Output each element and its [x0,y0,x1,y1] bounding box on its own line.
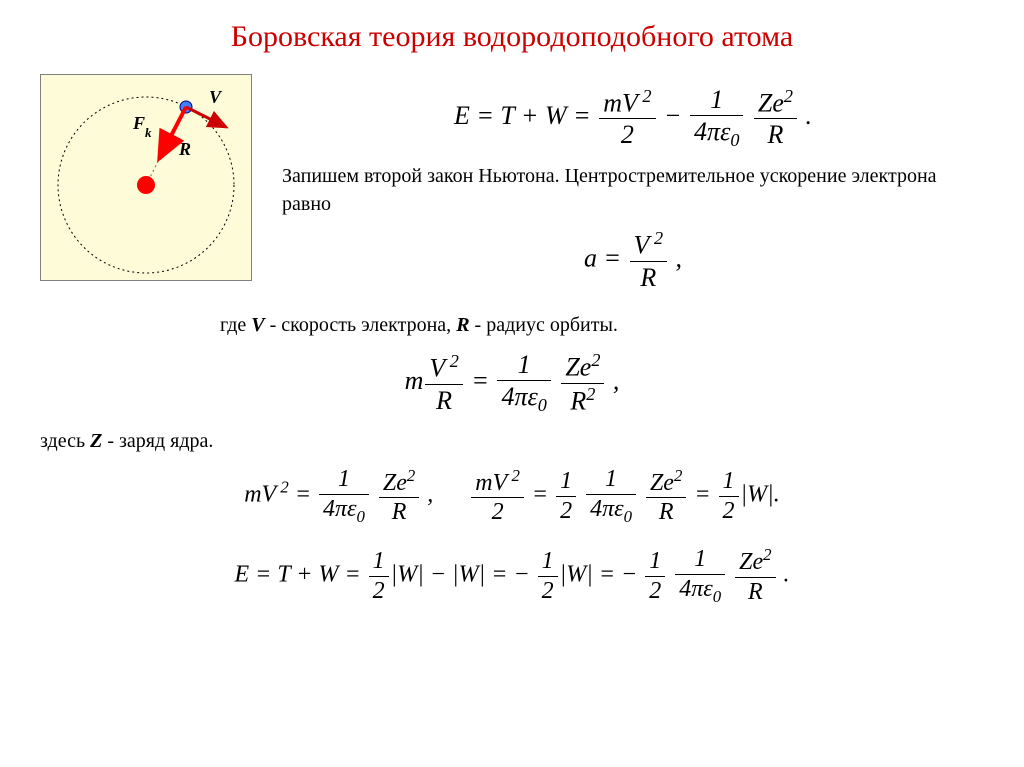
text2-prefix: где [220,314,251,336]
text2-suffix: - радиус орбиты. [470,314,618,336]
nucleus [137,176,155,194]
text-where-vr: где V - скорость электрона, R - радиус о… [220,311,984,339]
text3-z: Z [90,430,102,452]
text2-r: R [456,314,469,336]
equation-final-energy: E = T + W = 12|W| − |W| = − 12|W| = − 12… [40,545,984,607]
equation-mv2: mV 2 = 14πε0 Ze2R , mV 22 = 12 14πε0 Ze2… [40,465,984,527]
equation-newton2: mV 2R = 14πε0 Ze2R2 , [40,349,984,417]
orbit-diagram: V Fk R [40,74,252,281]
velocity-vector [186,107,226,127]
label-r: R [178,139,191,159]
equation-acceleration: a = V 2R , [282,228,984,293]
text3-suffix: - заряд ядра. [102,430,213,452]
text2-mid: - скорость электрона, [265,314,457,336]
top-row: V Fk R E = T + W = mV 22 − 14πε0 Ze2R . … [40,74,984,301]
text-where-z: здесь Z - заряд ядра. [40,427,984,455]
right-column: E = T + W = mV 22 − 14πε0 Ze2R . Запишем… [282,74,984,301]
page-title: Боровская теория водородоподобного атома [40,20,984,54]
text-newton: Запишем второй закон Ньютона. Центростре… [282,162,984,218]
label-v: V [209,87,223,107]
equation-energy: E = T + W = mV 22 − 14πε0 Ze2R . [282,84,984,152]
label-fk: Fk [132,113,152,140]
text3-prefix: здесь [40,430,90,452]
text2-v: V [251,314,264,336]
